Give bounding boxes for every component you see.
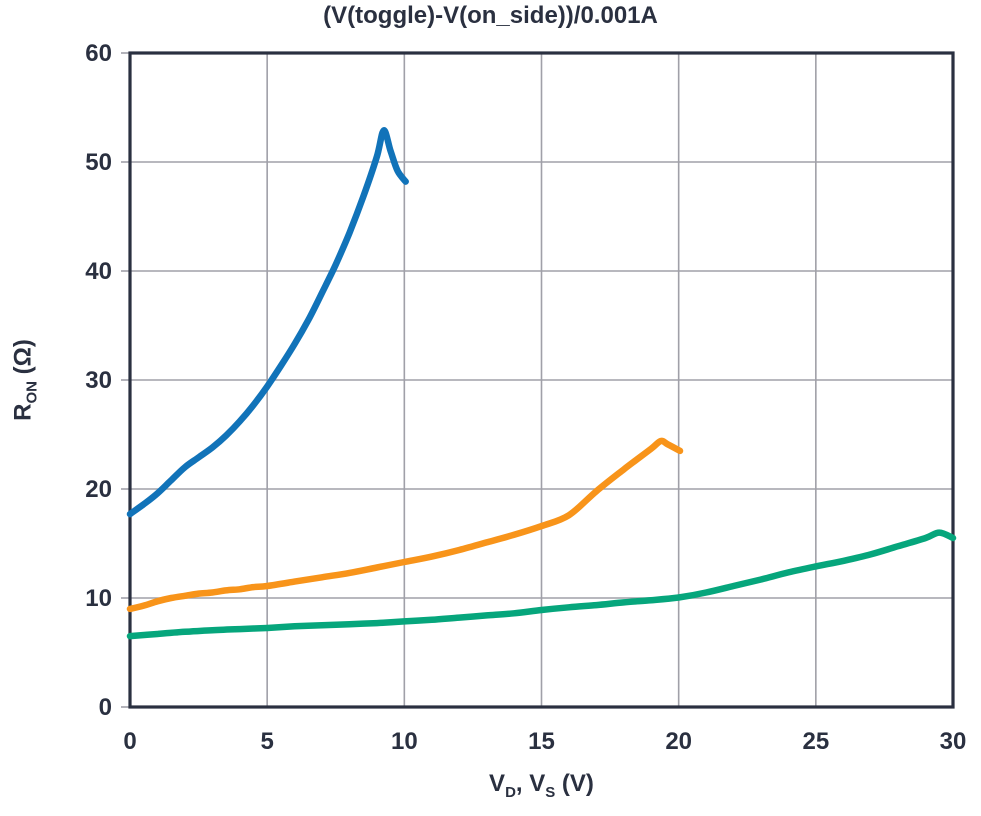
chart-title: (V(toggle)-V(on_side))/0.001A [323,2,658,29]
curve-green-curve [126,529,957,640]
x-tick-label-15: 15 [528,728,555,755]
y-tick-label-60: 60 [85,40,112,67]
x-tick-label-0: 0 [123,728,136,755]
label-subscript: D [505,783,516,801]
label-text: (V) [555,770,594,797]
curve-blue-curve [126,127,409,518]
curve-orange-curve [126,437,684,613]
label-text: (Ω) [9,339,37,382]
y-tick-label-30: 30 [85,367,112,394]
plot-frame [128,51,955,709]
label-subscript: S [545,783,556,801]
x-tick-label-10: 10 [391,728,418,755]
x-tick-label-25: 25 [802,728,829,755]
x-tick-label-30: 30 [940,728,967,755]
x-axis-label: VD, VS (V) [130,770,953,801]
y-tick-label-40: 40 [85,258,112,285]
label-subscript: ON [23,381,41,404]
label-text: V [489,770,506,797]
label-text: , V [515,770,546,797]
y-axis-label: RON (Ω) [10,339,41,421]
x-tick-label-5: 5 [260,728,273,755]
x-tick-label-20: 20 [665,728,692,755]
y-tick-label-0: 0 [99,694,112,721]
y-tick-label-10: 10 [85,585,112,612]
label-text: R [9,403,37,421]
y-tick-label-20: 20 [85,476,112,503]
y-tick-label-50: 50 [85,149,112,176]
